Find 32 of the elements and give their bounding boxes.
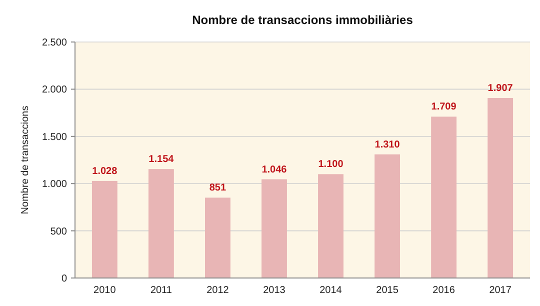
- bar: [148, 169, 174, 278]
- data-label: 1.907: [488, 82, 514, 94]
- data-label: 1.028: [92, 166, 118, 177]
- x-tick-label: 2010: [94, 285, 116, 296]
- data-label: 1.046: [262, 164, 288, 176]
- data-label: 1.709: [431, 102, 457, 113]
- bar: [374, 154, 400, 278]
- x-tick-label: 2013: [263, 285, 286, 296]
- x-tick-label: 2017: [489, 285, 512, 296]
- y-tick-label: 1.500: [42, 132, 68, 143]
- data-label: 851: [209, 182, 226, 194]
- y-tick-label: 1.000: [42, 179, 68, 190]
- y-tick-label: 0: [61, 274, 68, 284]
- data-label: 1.100: [318, 159, 344, 170]
- x-tick-label: 2016: [432, 285, 456, 296]
- bar: [318, 174, 344, 278]
- chart-title: Nombre de transaccions immobiliàries: [192, 13, 414, 27]
- bar: [262, 179, 287, 278]
- bar: [92, 180, 118, 278]
- y-tick-label: 2.000: [42, 84, 68, 96]
- x-tick-label: 2014: [320, 285, 342, 296]
- data-label: 1.310: [374, 139, 400, 150]
- x-tick-label: 2011: [150, 285, 172, 296]
- bar: [431, 116, 457, 278]
- y-tick-label: 500: [50, 226, 68, 238]
- data-label: 1.154: [148, 154, 174, 166]
- y-tick-label: 2.500: [42, 38, 68, 48]
- y-axis-title: Nombre de transaccions: [20, 106, 31, 214]
- bar: [488, 98, 514, 278]
- x-tick-label: 2012: [206, 285, 230, 296]
- bar: [205, 198, 230, 278]
- x-tick-label: 2015: [376, 285, 399, 296]
